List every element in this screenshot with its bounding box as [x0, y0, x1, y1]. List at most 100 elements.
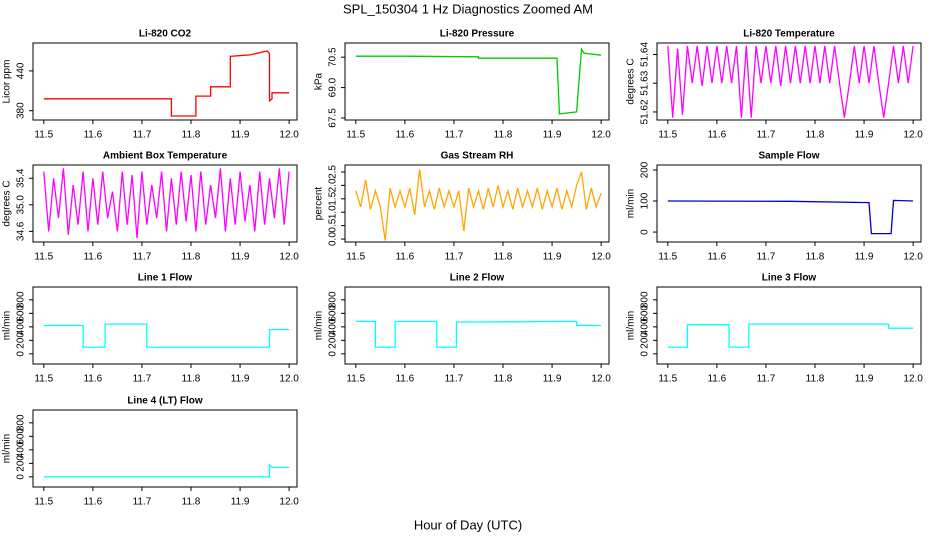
- x-tick-label: 12.0: [903, 252, 923, 263]
- y-tick-label: 800: [16, 291, 27, 308]
- x-tick-label: 11.8: [182, 130, 201, 141]
- x-tick-label: 11.7: [757, 130, 776, 141]
- x-tick-label: 12.0: [279, 497, 299, 508]
- x-tick-label: 11.6: [395, 374, 414, 385]
- y-axis-label: degrees C: [626, 58, 637, 104]
- x-tick-label: 11.9: [231, 252, 250, 263]
- y-axis-label: percent: [314, 187, 325, 221]
- x-tick-label: 11.5: [658, 374, 677, 385]
- panel-title: Li-820 Temperature: [743, 29, 835, 40]
- data-line: [43, 50, 290, 117]
- y-tick-label: 0: [16, 351, 27, 357]
- y-axis-label: ml/min: [2, 311, 13, 340]
- x-tick-label: 11.9: [231, 130, 250, 141]
- x-tick-label: 12.0: [591, 130, 611, 141]
- data-line: [43, 323, 290, 348]
- x-tick-label: 11.5: [34, 130, 53, 141]
- x-tick-label: 11.8: [806, 374, 825, 385]
- x-tick-label: 11.7: [445, 252, 464, 263]
- plot-frame: [32, 42, 298, 121]
- x-tick-label: 12.0: [591, 252, 611, 263]
- x-tick-label: 11.9: [855, 252, 874, 263]
- x-tick-label: 12.0: [903, 130, 923, 141]
- plot-frame: [656, 286, 922, 365]
- data-line: [355, 47, 602, 115]
- panel-title: Line 4 (LT) Flow: [127, 396, 203, 407]
- y-tick-label: 800: [640, 291, 651, 308]
- y-tick-label: 1.5: [328, 191, 339, 205]
- x-tick-label: 11.9: [855, 130, 874, 141]
- y-tick-label: 70.5: [328, 47, 339, 67]
- x-tick-label: 11.8: [806, 252, 825, 263]
- y-axis-label: ml/min: [626, 189, 637, 218]
- x-tick-label: 11.5: [34, 374, 53, 385]
- x-tick-label: 11.6: [395, 252, 414, 263]
- x-tick-label: 11.8: [494, 374, 513, 385]
- y-tick-label: 400: [640, 318, 651, 335]
- x-tick-label: 12.0: [279, 130, 299, 141]
- page-title: SPL_150304 1 Hz Diagnostics Zoomed AM: [343, 1, 593, 16]
- y-tick-label: 0: [16, 474, 27, 480]
- y-tick-label: 800: [16, 414, 27, 431]
- y-tick-label: 200: [640, 332, 651, 349]
- x-tick-label: 11.9: [855, 374, 874, 385]
- y-tick-label: 400: [328, 318, 339, 335]
- y-tick-label: 200: [328, 332, 339, 349]
- panel-title: Sample Flow: [758, 151, 819, 162]
- y-tick-label: 600: [16, 305, 27, 322]
- y-tick-label: 400: [16, 318, 27, 335]
- y-tick-label: 600: [328, 305, 339, 322]
- data-line: [667, 45, 914, 118]
- y-tick-label: 200: [16, 332, 27, 349]
- x-tick-label: 11.8: [182, 252, 201, 263]
- y-tick-label: 200: [16, 455, 27, 472]
- y-axis-label: ml/min: [314, 311, 325, 340]
- y-tick-label: 100: [640, 192, 651, 209]
- y-tick-label: 0.5: [328, 218, 339, 232]
- x-tick-label: 11.6: [707, 130, 726, 141]
- plot-frame: [344, 286, 610, 365]
- plot-frame: [344, 42, 610, 121]
- x-tick-label: 11.8: [182, 497, 201, 508]
- data-line: [355, 320, 602, 348]
- y-tick-label: 800: [328, 291, 339, 308]
- x-tick-label: 11.6: [83, 374, 102, 385]
- y-axis-label: degrees C: [2, 180, 13, 226]
- panel-title: Line 1 Flow: [138, 273, 193, 284]
- data-line: [355, 169, 602, 241]
- x-tick-label: 12.0: [591, 374, 611, 385]
- y-tick-label: 51.64: [640, 42, 651, 67]
- x-tick-label: 11.5: [34, 497, 53, 508]
- panel-title: Gas Stream RH: [441, 151, 514, 162]
- x-tick-label: 11.6: [83, 497, 102, 508]
- x-tick-label: 11.6: [83, 252, 102, 263]
- plot-frame: [656, 164, 922, 243]
- x-tick-label: 11.5: [346, 374, 365, 385]
- x-tick-label: 11.8: [494, 130, 513, 141]
- x-tick-label: 11.7: [757, 252, 776, 263]
- y-tick-label: 600: [16, 428, 27, 445]
- y-tick-label: 2.5: [328, 165, 339, 179]
- x-tick-label: 11.7: [133, 374, 152, 385]
- plot-frame: [32, 409, 298, 488]
- x-tick-label: 11.5: [658, 252, 677, 263]
- y-axis-label: kPa: [314, 72, 325, 90]
- data-line: [43, 168, 290, 239]
- y-tick-label: 0: [640, 229, 651, 235]
- x-tick-label: 11.9: [231, 374, 250, 385]
- x-tick-label: 11.8: [806, 130, 825, 141]
- y-tick-label: 400: [16, 441, 27, 458]
- data-line: [43, 463, 290, 478]
- x-tick-label: 11.8: [182, 374, 201, 385]
- x-tick-label: 11.6: [83, 130, 102, 141]
- y-tick-label: 51.62: [640, 99, 651, 124]
- plot-frame: [32, 164, 298, 243]
- x-tick-label: 11.8: [494, 252, 513, 263]
- panel-title: Line 3 Flow: [762, 273, 817, 284]
- plot-frame: [344, 164, 610, 243]
- y-tick-label: 200: [640, 161, 651, 178]
- x-tick-label: 11.9: [543, 252, 562, 263]
- x-tick-label: 11.5: [346, 252, 365, 263]
- y-axis-label: ml/min: [2, 434, 13, 463]
- y-axis-label: Licor ppm: [2, 60, 13, 104]
